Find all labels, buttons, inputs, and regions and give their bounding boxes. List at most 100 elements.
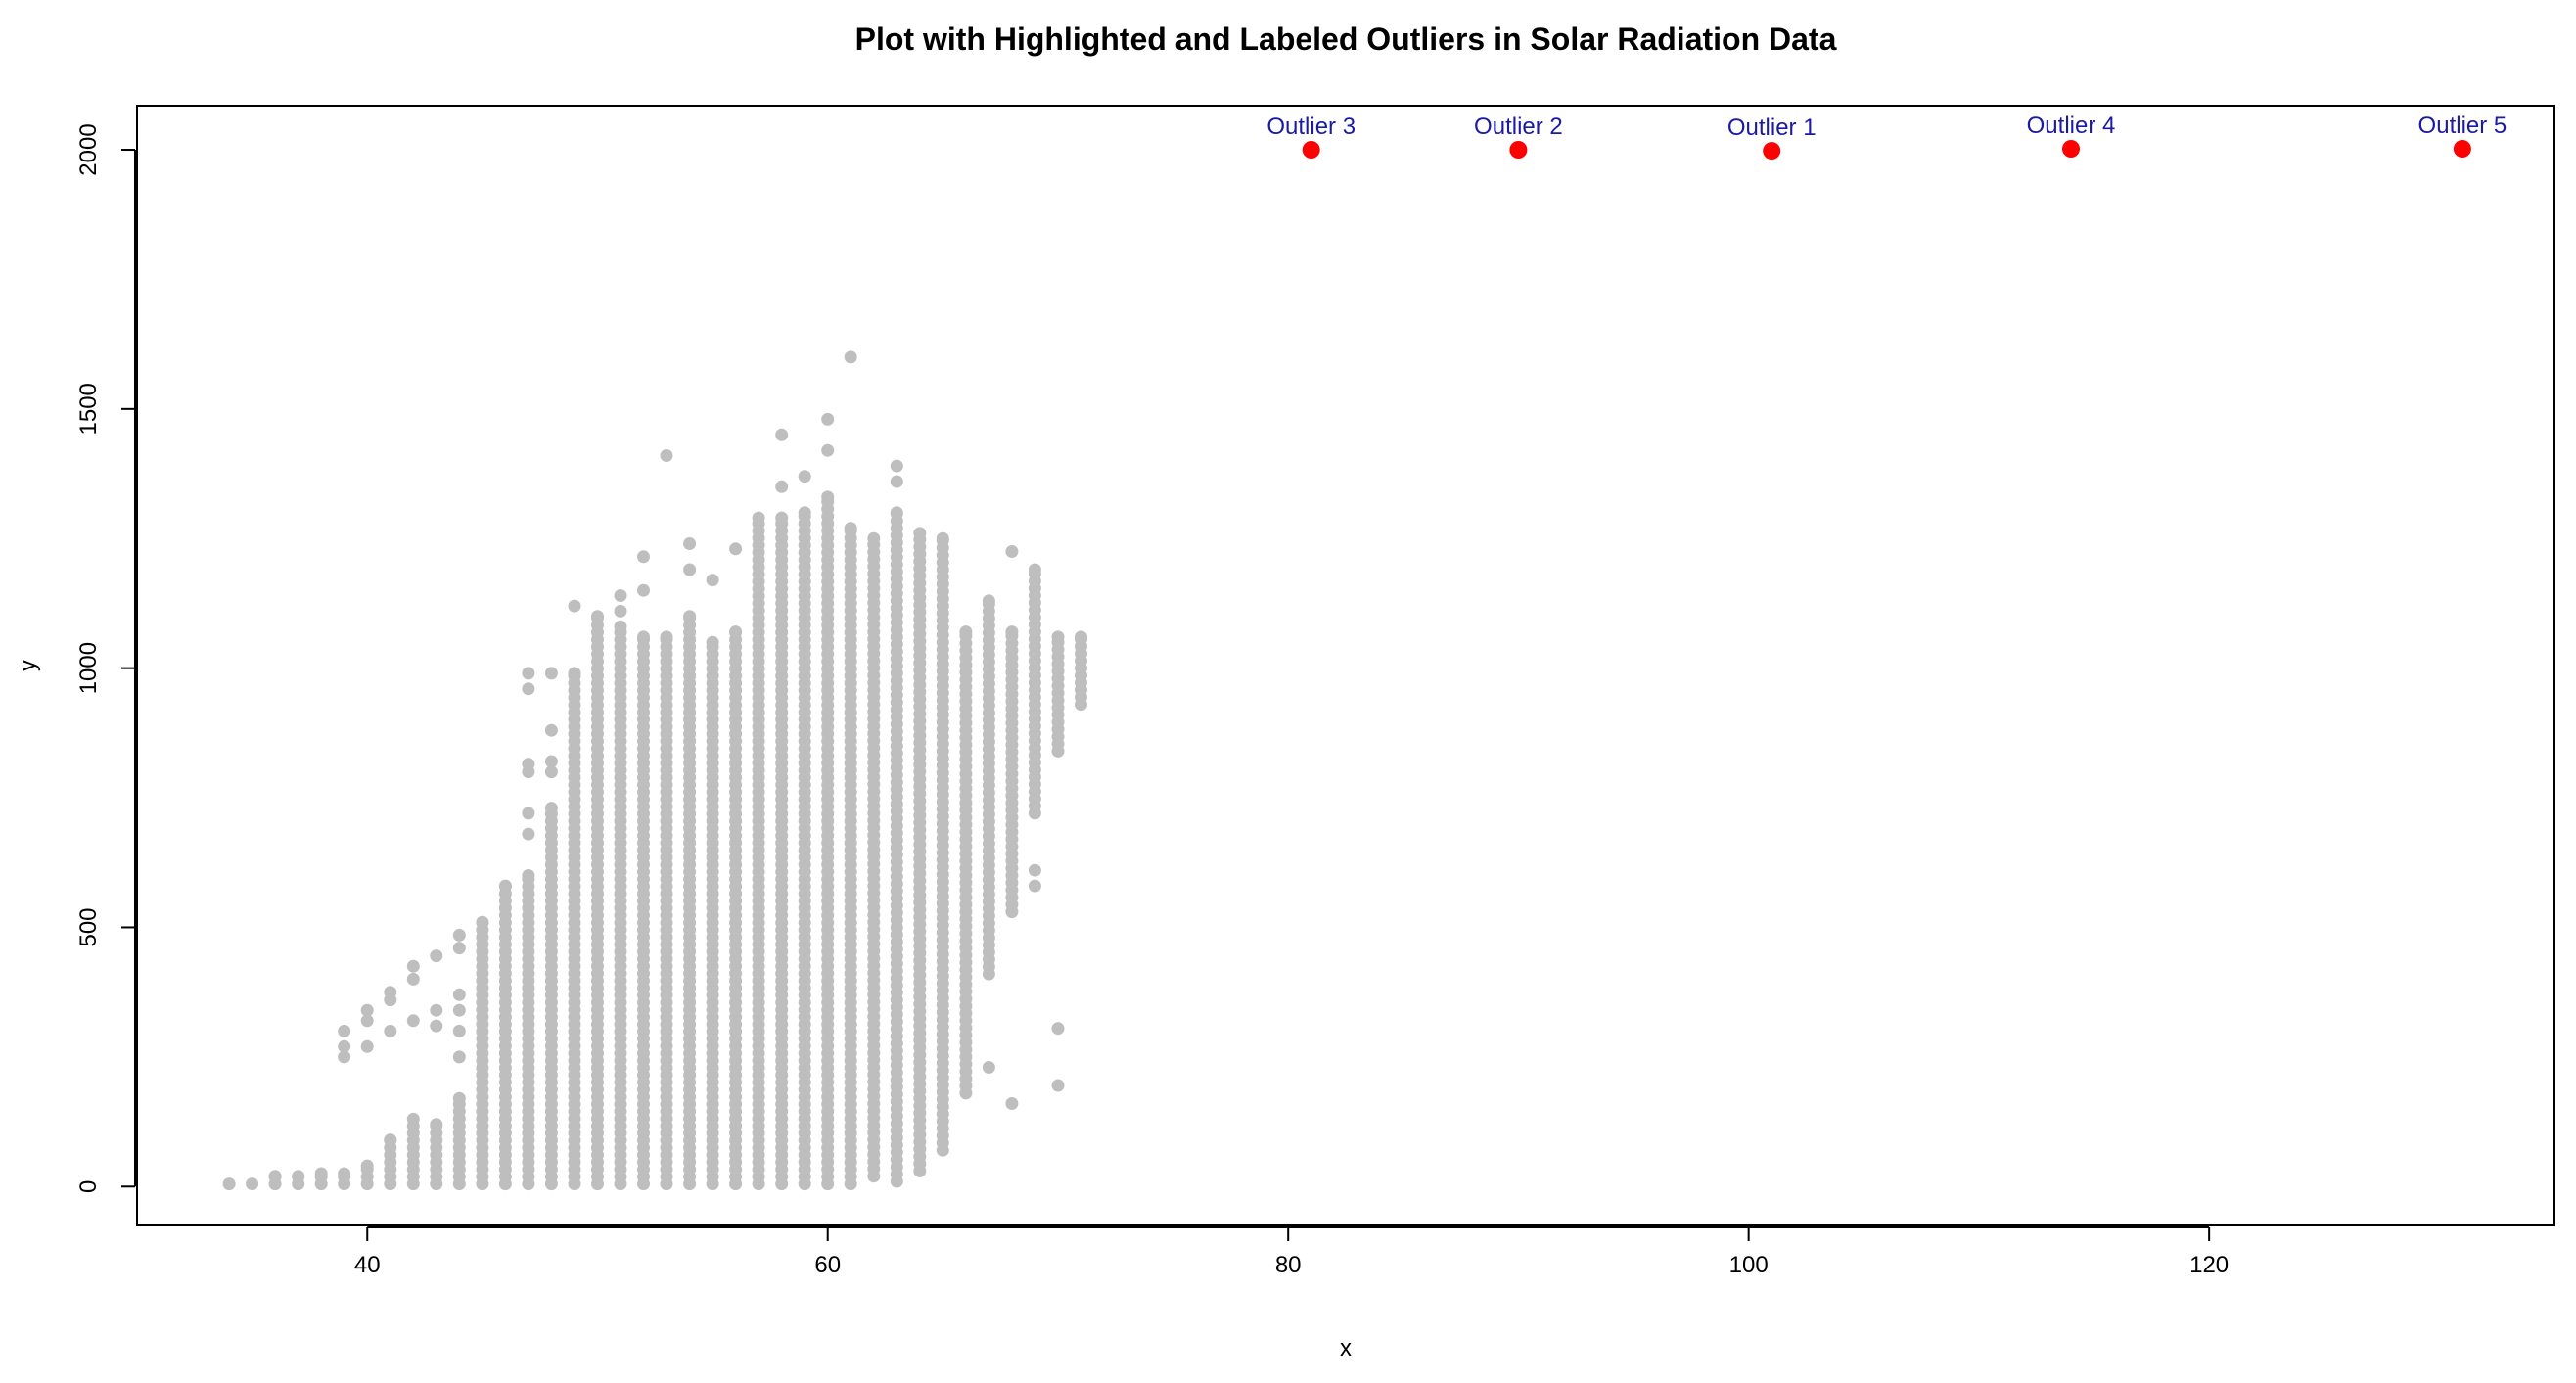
data-column: [775, 428, 789, 1191]
data-point: [637, 550, 650, 564]
data-column: [637, 550, 650, 1191]
data-point: [522, 807, 535, 820]
x-tick-label: 120: [2189, 1252, 2229, 1278]
data-point: [522, 667, 535, 680]
data-column: [338, 1024, 351, 1191]
data-point: [775, 511, 789, 525]
data-point: [1028, 863, 1041, 877]
data-point: [729, 625, 743, 639]
data-point: [360, 1014, 374, 1028]
data-point: [683, 610, 697, 623]
outlier-point: [2453, 140, 2471, 158]
data-column: [476, 915, 489, 1191]
y-axis-label: y: [15, 660, 41, 671]
data-point: [982, 1061, 995, 1074]
data-point: [1005, 545, 1019, 558]
data-column: [430, 949, 443, 1191]
data-column: [844, 350, 857, 1191]
data-point: [614, 620, 627, 633]
plot-frame: [136, 105, 2555, 1226]
data-point: [982, 594, 995, 608]
data-point: [890, 506, 903, 520]
data-column: [498, 879, 512, 1191]
data-point: [890, 475, 903, 488]
data-column: [1075, 630, 1087, 712]
data-column: [522, 667, 535, 1191]
data-point: [844, 522, 857, 535]
outlier-point: [1509, 141, 1528, 159]
data-column: [614, 589, 627, 1191]
data-point: [384, 986, 397, 999]
data-point: [338, 1167, 351, 1180]
data-point: [1051, 630, 1065, 644]
data-point: [1005, 625, 1019, 639]
data-point: [452, 1050, 466, 1064]
data-point: [522, 682, 535, 696]
data-point: [1075, 630, 1087, 644]
data-column: [821, 412, 835, 1191]
data-point: [752, 511, 765, 525]
data-column: [683, 537, 697, 1191]
data-point: [913, 527, 927, 540]
y-tick-label: 1500: [75, 383, 102, 435]
data-point: [452, 988, 466, 1001]
data-column: [591, 610, 604, 1191]
data-column: [867, 531, 881, 1183]
outlier-point: [1763, 142, 1781, 161]
data-column: [729, 542, 743, 1191]
data-point: [1028, 563, 1041, 576]
outlier-label: Outlier 5: [2418, 113, 2507, 139]
data-point: [430, 1118, 443, 1131]
data-point: [683, 537, 697, 550]
data-column: [1028, 563, 1041, 893]
data-point: [522, 758, 535, 771]
data-point: [660, 630, 673, 644]
data-column: [360, 1003, 374, 1191]
data-point: [246, 1177, 259, 1191]
data-column: [314, 1167, 328, 1191]
data-point: [821, 412, 835, 426]
data-point: [360, 1159, 374, 1173]
data-point: [360, 1003, 374, 1017]
data-point: [498, 879, 512, 893]
data-point: [568, 599, 581, 613]
data-column: [798, 470, 811, 1191]
x-tick-label: 80: [1275, 1252, 1302, 1278]
data-point: [844, 350, 857, 364]
data-column: [982, 594, 995, 1074]
data-column: [890, 459, 903, 1188]
data-point: [222, 1177, 236, 1191]
data-point: [683, 563, 697, 576]
data-point: [544, 723, 558, 737]
data-column: [568, 599, 581, 1191]
data-point: [591, 610, 604, 623]
data-column: [406, 959, 420, 1191]
data-column: [268, 1170, 282, 1191]
data-point: [544, 667, 558, 680]
data-point: [637, 630, 650, 644]
data-point: [890, 459, 903, 473]
data-column: [936, 531, 949, 1157]
outlier-point: [2062, 140, 2080, 158]
y-axis: 0 500 1000 1500 2000: [75, 123, 136, 1193]
x-tick-label: 60: [814, 1252, 841, 1278]
data-column: [1051, 630, 1065, 1092]
data-column: [1005, 545, 1019, 1110]
data-point: [268, 1170, 282, 1183]
data-point: [522, 827, 535, 841]
data-point: [959, 625, 973, 639]
data-point: [406, 1014, 420, 1028]
data-point: [1051, 1079, 1065, 1092]
data-point: [614, 589, 627, 602]
data-point: [292, 1170, 305, 1183]
outlier-point: [1302, 141, 1320, 159]
data-point: [452, 942, 466, 955]
data-point: [338, 1039, 351, 1053]
data-point: [1005, 1097, 1019, 1110]
data-point: [798, 506, 811, 520]
data-column: [706, 574, 719, 1191]
outlier-label: Outlier 2: [1474, 114, 1563, 140]
data-point: [637, 583, 650, 597]
data-point: [406, 959, 420, 973]
